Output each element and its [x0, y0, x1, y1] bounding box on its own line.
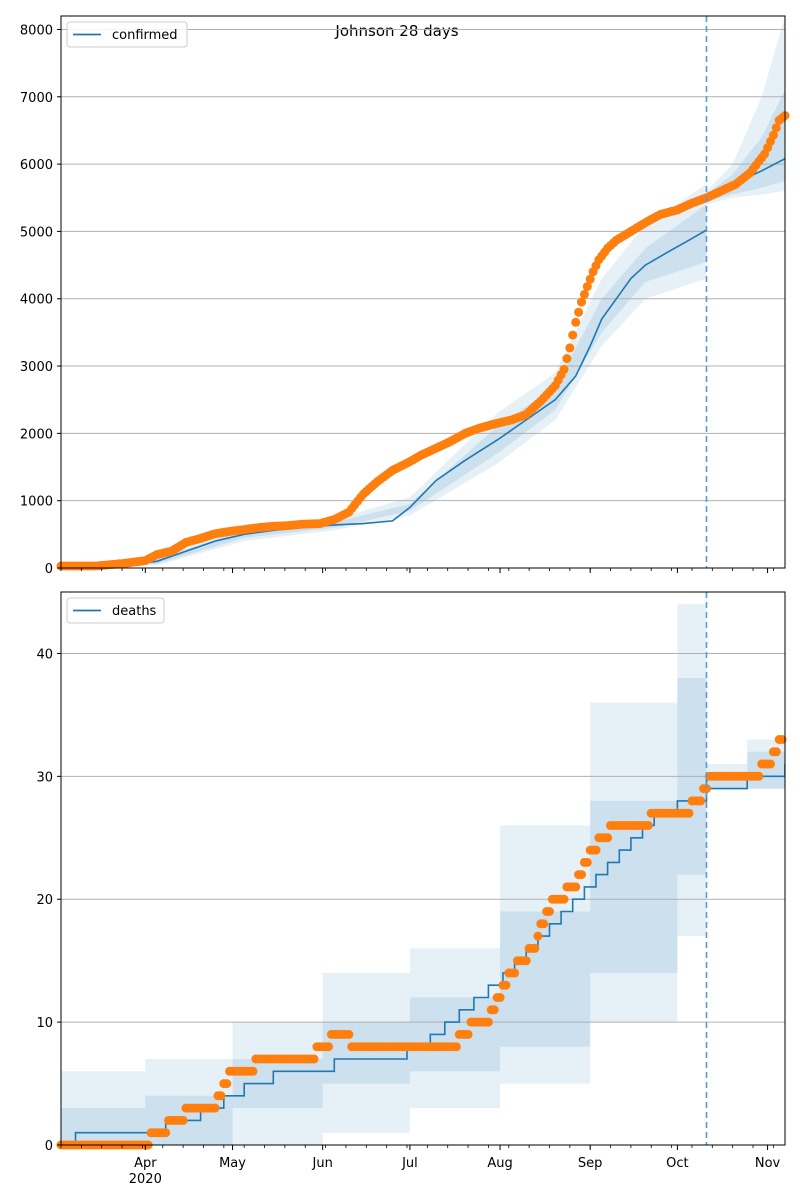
confirmed-observed-points: [56, 111, 790, 571]
observed-point: [489, 1005, 499, 1015]
y-tick-label: 4000: [20, 293, 53, 308]
observed-point: [565, 343, 575, 353]
confirmed-line: [61, 229, 707, 568]
observed-point: [324, 1042, 333, 1052]
x-tick-label: Aug: [487, 1156, 512, 1171]
observed-point: [585, 274, 595, 284]
y-tick-label: 2000: [20, 427, 53, 442]
y-tick-label: 30: [36, 770, 53, 785]
observed-point: [571, 882, 581, 892]
x-tick-label: Jul: [401, 1156, 418, 1171]
y-tick-label: 8000: [20, 23, 53, 38]
observed-point: [777, 735, 787, 744]
observed-point: [161, 1128, 171, 1138]
legend-label: confirmed: [112, 28, 178, 43]
y-tick-label: 10: [36, 1016, 53, 1031]
observed-point: [582, 282, 592, 292]
observed-point: [539, 919, 549, 929]
y-tick-label: 1000: [20, 495, 53, 510]
observed-point: [510, 968, 520, 978]
deaths-uncertainty-bands: [61, 592, 785, 1145]
deaths-y-axis: 0 10 20 30 40: [36, 647, 61, 1154]
observed-point: [579, 289, 589, 299]
observed-point: [309, 1054, 319, 1064]
observed-point: [521, 956, 531, 966]
x-year-label: 2020: [129, 1172, 162, 1187]
observed-point: [582, 857, 592, 867]
x-tick-label: Apr: [134, 1156, 157, 1171]
observed-point: [577, 870, 586, 880]
observed-point: [571, 317, 581, 327]
observed-point: [568, 330, 578, 340]
observed-point: [591, 845, 601, 855]
observed-point: [766, 759, 775, 769]
legend-box: [66, 597, 165, 624]
y-tick-label: 0: [45, 562, 53, 577]
observed-point: [533, 931, 543, 941]
observed-point: [463, 1029, 473, 1039]
observed-point: [248, 1066, 258, 1076]
observed-point: [530, 943, 540, 953]
observed-point: [574, 307, 584, 317]
inner-band: [61, 204, 707, 568]
confirmed-y-axis: 0 1000 2000 3000 4000 5000 6000 7000 8000: [20, 23, 61, 577]
observed-point: [495, 993, 505, 1002]
observed-point: [684, 808, 694, 818]
outer-band: [61, 184, 707, 568]
y-tick-label: 6000: [20, 158, 53, 173]
observed-point: [603, 833, 613, 843]
confirmed-panel: 0 1000 2000 3000 4000 5000 6000 7000 8000 confir…: [20, 15, 790, 577]
deaths-legend: deaths: [66, 597, 165, 624]
x-tick-label: Nov: [755, 1156, 781, 1171]
x-tick-label: Sep: [578, 1156, 603, 1171]
observed-point: [222, 1079, 232, 1089]
observed-point: [451, 1042, 461, 1052]
confirmed-legend: confirmed: [66, 21, 188, 48]
deaths-line: [61, 776, 708, 1145]
y-tick-label: 20: [36, 893, 53, 908]
observed-point: [559, 364, 569, 374]
observed-point: [696, 796, 706, 806]
observed-point: [216, 1091, 226, 1101]
observed-point: [771, 123, 781, 133]
observed-point: [210, 1103, 220, 1113]
figure-title: Johnson 28 days: [334, 22, 458, 40]
y-tick-label: 0: [45, 1139, 53, 1154]
observed-point: [559, 894, 569, 904]
observed-point: [771, 747, 781, 757]
y-tick-label: 7000: [20, 91, 53, 106]
confirmed-x-axis: [60, 568, 774, 573]
observed-point: [562, 354, 572, 364]
y-tick-label: 5000: [20, 225, 53, 240]
observed-point: [577, 297, 586, 307]
x-tick-label: Jun: [312, 1156, 333, 1171]
deaths-x-axis: Apr May Jun Jul Aug Sep Oct Nov 2020: [60, 1145, 781, 1187]
forecast-outer-band: [706, 665, 785, 789]
legend-box: [66, 21, 188, 48]
observed-point: [768, 130, 778, 140]
observed-point: [643, 821, 653, 830]
observed-point: [483, 1017, 493, 1027]
x-tick-label: May: [219, 1156, 246, 1171]
deaths-panel: 0 10 20 30 40 Apr May Jun Jul Aug Sep Oct Nov 2020 d…: [36, 591, 787, 1187]
forecast-inner-band: [706, 90, 785, 202]
y-tick-label: 3000: [20, 360, 53, 375]
deaths-axes-frame: [60, 591, 786, 1146]
confirmed-axes-frame: [60, 15, 786, 569]
confirmed-uncertainty-bands: [61, 16, 785, 568]
observed-point: [702, 784, 711, 794]
observed-point: [501, 980, 511, 990]
x-tick-label: Oct: [666, 1156, 688, 1171]
observed-point: [344, 1029, 354, 1039]
legend-label: deaths: [112, 604, 157, 619]
forecast-inner-band: [706, 714, 785, 789]
outer-band: [61, 592, 707, 1145]
observed-point: [545, 907, 554, 916]
observed-point: [754, 771, 764, 781]
observed-point: [178, 1115, 188, 1125]
y-tick-label: 40: [36, 647, 53, 662]
